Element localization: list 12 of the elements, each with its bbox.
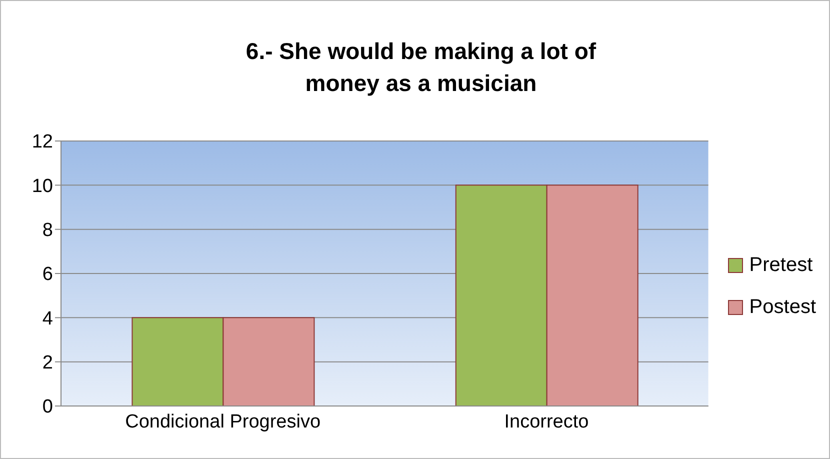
y-tick-label: 12 (32, 132, 53, 153)
y-tick-label: 8 (42, 220, 53, 242)
legend-label: Pretest (749, 253, 813, 278)
y-tick-label: 4 (42, 308, 54, 330)
legend-label: Postest (749, 295, 816, 320)
x-tick-label: Incorrecto (504, 411, 589, 432)
y-tick-label: 2 (42, 352, 53, 374)
x-tick-label: Condicional Progresivo (125, 411, 321, 432)
y-tick-label: 0 (42, 396, 53, 418)
chart-title: 6.- She would be making a lot of money as a musician (244, 37, 598, 98)
y-tick-label: 6 (42, 264, 53, 286)
y-tick-label: 10 (32, 176, 53, 197)
